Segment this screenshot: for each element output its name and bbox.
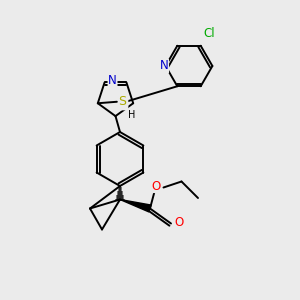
- Text: Cl: Cl: [204, 27, 215, 40]
- Text: N: N: [108, 74, 117, 88]
- Text: S: S: [118, 95, 126, 108]
- Text: O: O: [152, 179, 160, 193]
- Text: O: O: [175, 216, 184, 230]
- Text: H: H: [128, 110, 136, 120]
- Text: N: N: [119, 97, 128, 110]
- Polygon shape: [120, 200, 151, 212]
- Text: N: N: [160, 59, 169, 73]
